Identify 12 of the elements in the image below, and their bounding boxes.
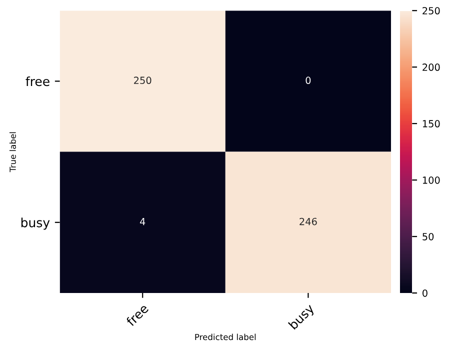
color-bar-label: 0 [422, 289, 428, 297]
data-label: 250 [134, 76, 152, 84]
data-label: 246 [300, 218, 317, 226]
color-bar-label: 200 [422, 64, 440, 71]
color-bar-label: 100 [422, 176, 440, 184]
color-bar-label: 150 [422, 120, 440, 128]
color-bar-label: 250 [422, 7, 440, 14]
data-label: 4 [140, 218, 146, 226]
data-label: 0 [306, 76, 311, 84]
color-bar-label: 50 [422, 232, 434, 240]
x-axis-title: Predicted label [195, 334, 256, 340]
y-axis-title: True label [9, 132, 16, 172]
